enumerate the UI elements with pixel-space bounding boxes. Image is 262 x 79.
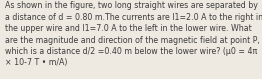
Text: As shown in the figure, two long straight wires are separated by
a distance of d: As shown in the figure, two long straigh…: [5, 1, 262, 67]
